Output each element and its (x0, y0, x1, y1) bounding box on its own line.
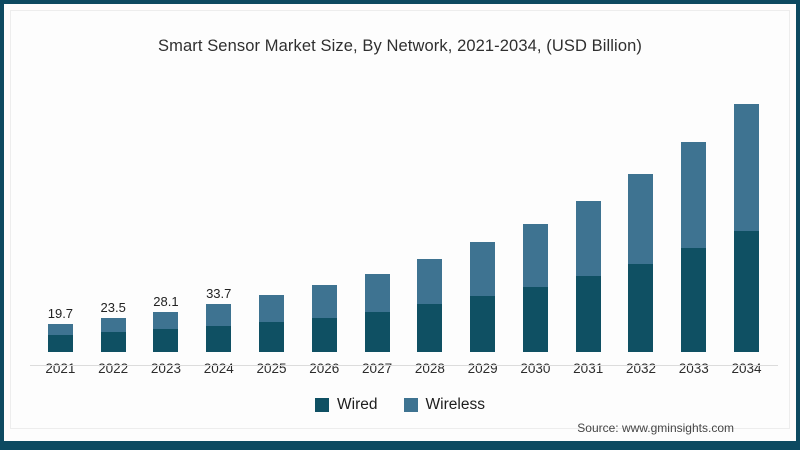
segment-wireless-2031 (575, 200, 601, 277)
wired-swatch-icon (315, 398, 330, 412)
segment-wired-2024 (206, 325, 232, 352)
segment-wired-2025 (259, 321, 285, 352)
bar-stack-2034 (734, 103, 760, 352)
x-axis-label-2022: 2022 (98, 361, 129, 376)
bar-total-label-2023: 28.1 (153, 293, 179, 309)
bar-group-2026: 2026 (298, 64, 351, 376)
segment-wired-2026 (311, 317, 337, 352)
bar-stack-2030 (522, 224, 548, 352)
bar-stack-2028 (417, 259, 443, 352)
legend-item-wireless: Wireless (403, 396, 485, 414)
bar-group-2034: 2034 (720, 64, 773, 376)
bar-group-2024: 33.7 2024 (192, 64, 245, 376)
bar-stack-2029 (470, 242, 496, 352)
x-axis-label-2029: 2029 (467, 361, 498, 376)
segment-wired-2030 (522, 287, 548, 352)
bar-group-2028: 2028 (403, 64, 456, 376)
x-axis-label-2033: 2033 (678, 361, 709, 376)
plot-area: 19.7 2021 23.5 2022 28.1 2023 33.7 2024 2025 2026… (34, 64, 773, 376)
bar-stack-2024 (206, 303, 232, 352)
bar-stack-2023 (153, 311, 179, 352)
segment-wireless-2030 (522, 224, 548, 288)
wireless-swatch-icon (403, 398, 418, 412)
segment-wireless-2021 (47, 323, 73, 336)
bar-stack-2025 (259, 294, 285, 352)
segment-wired-2032 (628, 264, 654, 352)
bar-stack-2033 (681, 141, 707, 352)
legend: Wired Wireless (4, 396, 796, 414)
chart-title: Smart Sensor Market Size, By Network, 20… (158, 37, 642, 55)
segment-wireless-2034 (734, 103, 760, 231)
x-axis-label-2034: 2034 (731, 361, 762, 376)
x-axis-label-2030: 2030 (520, 361, 551, 376)
legend-item-wired: Wired (315, 396, 378, 414)
segment-wireless-2028 (417, 259, 443, 304)
segment-wireless-2022 (100, 318, 126, 333)
bar-total-label-2021: 19.7 (47, 305, 74, 321)
segment-wireless-2033 (681, 141, 707, 249)
bar-group-2031: 2031 (562, 64, 615, 376)
segment-wireless-2024 (206, 303, 232, 326)
bar-stack-2027 (364, 274, 390, 352)
segment-wired-2034 (734, 230, 760, 352)
x-axis-label-2024: 2024 (203, 361, 234, 376)
segment-wired-2028 (417, 303, 443, 352)
segment-wired-2033 (681, 248, 707, 352)
bar-group-2025: 2025 (245, 64, 298, 376)
segment-wireless-2032 (628, 174, 654, 265)
x-axis-label-2027: 2027 (362, 361, 393, 376)
x-axis-label-2025: 2025 (256, 361, 287, 376)
bar-group-2029: 2029 (456, 64, 509, 376)
segment-wireless-2027 (364, 274, 390, 312)
segment-wired-2022 (100, 332, 126, 352)
bar-total-label-2024: 33.7 (206, 285, 232, 301)
x-axis-label-2021: 2021 (45, 361, 76, 376)
bar-group-2032: 2032 (615, 64, 668, 376)
segment-wired-2029 (470, 296, 496, 352)
bar-group-2022: 23.5 2022 (87, 64, 140, 376)
segment-wireless-2026 (311, 285, 337, 318)
bar-stack-2022 (100, 318, 126, 352)
segment-wired-2021 (47, 335, 73, 352)
source-note: Source: www.gminsights.com (577, 421, 734, 435)
segment-wired-2023 (153, 329, 179, 352)
bar-group-2021: 19.7 2021 (34, 64, 87, 376)
legend-label-wireless: Wireless (425, 396, 485, 413)
bar-total-label-2022: 23.5 (100, 300, 126, 316)
x-axis-label-2032: 2032 (625, 361, 656, 376)
segment-wired-2031 (575, 276, 601, 352)
x-axis-label-2026: 2026 (309, 361, 340, 376)
bar-stack-2032 (628, 174, 654, 352)
bar-group-2033: 2033 (667, 64, 720, 376)
segment-wireless-2025 (259, 294, 285, 322)
x-axis-line (30, 365, 778, 366)
segment-wired-2027 (364, 312, 390, 352)
segment-wireless-2023 (153, 311, 179, 330)
x-axis-label-2028: 2028 (414, 361, 445, 376)
segment-wireless-2029 (470, 242, 496, 297)
bar-stack-2026 (311, 285, 337, 352)
x-axis-label-2023: 2023 (150, 361, 181, 376)
bar-group-2027: 2027 (351, 64, 404, 376)
x-axis-label-2031: 2031 (573, 361, 604, 376)
legend-label-wired: Wired (337, 396, 378, 413)
bar-stack-2021 (47, 323, 73, 352)
bar-stack-2031 (575, 200, 601, 352)
bar-group-2030: 2030 (509, 64, 562, 376)
bar-group-2023: 28.1 2023 (140, 64, 193, 376)
